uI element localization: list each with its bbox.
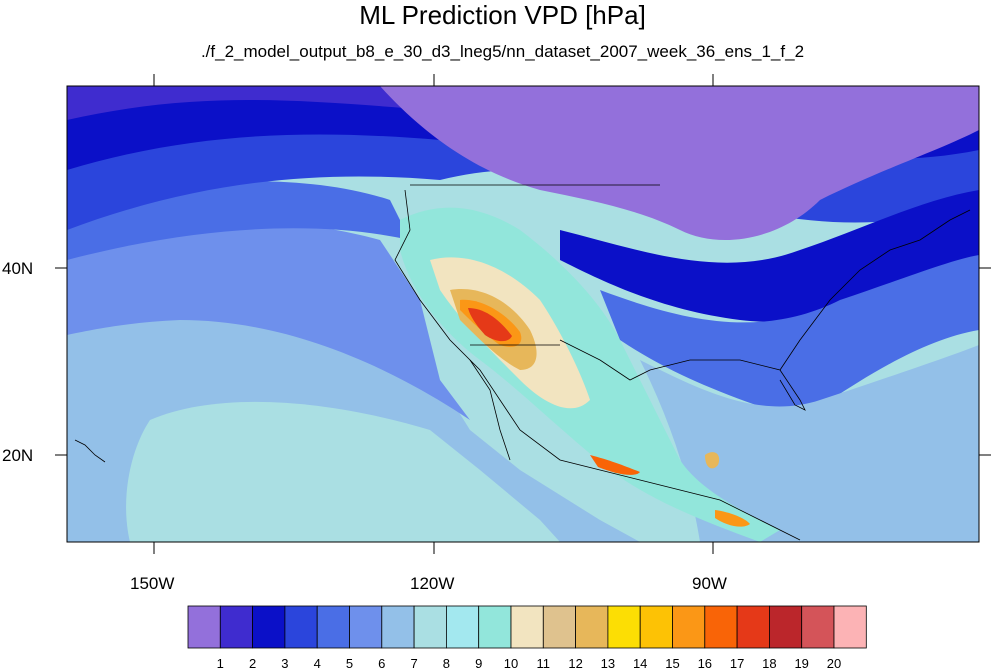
vpd-band-0: [380, 86, 979, 240]
colorbar-label-20: 20: [826, 656, 842, 671]
colorbar-box-7: [413, 605, 447, 649]
colorbar-label-12: 12: [568, 656, 583, 671]
colorbar-label-19: 19: [794, 656, 809, 671]
colorbar-box-8: [445, 605, 480, 649]
colorbar-label-9: 9: [475, 656, 483, 671]
lon-label-150w: 150W: [130, 574, 175, 593]
colorbar-label-15: 15: [665, 656, 680, 671]
colorbar-box-3: [284, 605, 318, 649]
colorbar-label-18: 18: [762, 656, 777, 671]
colorbar-box-16: [704, 605, 738, 649]
vpd-west-band-17: [468, 308, 512, 342]
lat-label-20n: 20N: [2, 446, 34, 465]
colorbar-label-17: 17: [729, 656, 745, 671]
map-frame: [66, 85, 980, 543]
axis-ticks: [55, 74, 991, 554]
colorbar-box-1: [219, 605, 254, 649]
colorbar-label-5: 5: [345, 656, 354, 671]
colorbar-label-1: 1: [216, 656, 224, 671]
colorbar-box-11: [542, 605, 576, 649]
colorbar-box-9: [478, 605, 512, 649]
colorbar-box-0: [187, 605, 221, 649]
colorbar-box-12: [575, 605, 609, 649]
vpd-map: [55, 74, 991, 554]
colorbar-label-8: 8: [442, 656, 450, 671]
colorbar-label-16: 16: [697, 656, 713, 671]
vpd-hotspot-gulf: [705, 452, 720, 469]
vpd-hotspot-south: [715, 510, 750, 527]
colorbar-box-13: [607, 605, 641, 649]
colorbar-label-14: 14: [632, 656, 648, 671]
colorbar-box-17: [736, 605, 770, 649]
colorbar-label-2: 2: [248, 656, 257, 671]
colorbar-label-10: 10: [503, 656, 519, 671]
vpd-east-band-4: [600, 255, 979, 420]
colorbar-label-4: 4: [313, 656, 321, 671]
map-title: ML Prediction VPD [hPa]: [359, 0, 646, 30]
lon-label-90w: 90W: [692, 574, 727, 593]
colorbar-box-19: [801, 605, 835, 649]
vpd-east-band-6: [640, 345, 979, 542]
map-subtitle: ./f_2_model_output_b8_e_30_d3_lneg5/nn_d…: [200, 42, 805, 61]
colorbar-label-6: 6: [378, 656, 386, 671]
colorbar-box-10: [510, 605, 544, 649]
coastlines: [74, 184, 971, 541]
vpd-band-7: [126, 401, 560, 542]
colorbar-box-6: [381, 605, 415, 649]
colorbar-label-13: 13: [600, 656, 616, 671]
colorbar-box-14: [639, 605, 673, 649]
lon-label-120w: 120W: [410, 574, 455, 593]
lat-label-40n: 40N: [2, 259, 34, 278]
vpd-hotspot-mexico: [590, 455, 640, 475]
colorbar-box-5: [349, 605, 383, 649]
colorbar-box-20: [833, 605, 867, 649]
colorbar-box-2: [252, 605, 286, 649]
colorbar-label-7: 7: [410, 656, 418, 671]
colorbar-box-4: [316, 605, 350, 649]
colorbar-label-3: 3: [281, 656, 289, 671]
colorbar-label-11: 11: [536, 656, 551, 671]
colorbar-box-18: [769, 605, 803, 649]
colorbar-box-15: [672, 605, 706, 649]
vpd-band-5: [67, 221, 470, 420]
